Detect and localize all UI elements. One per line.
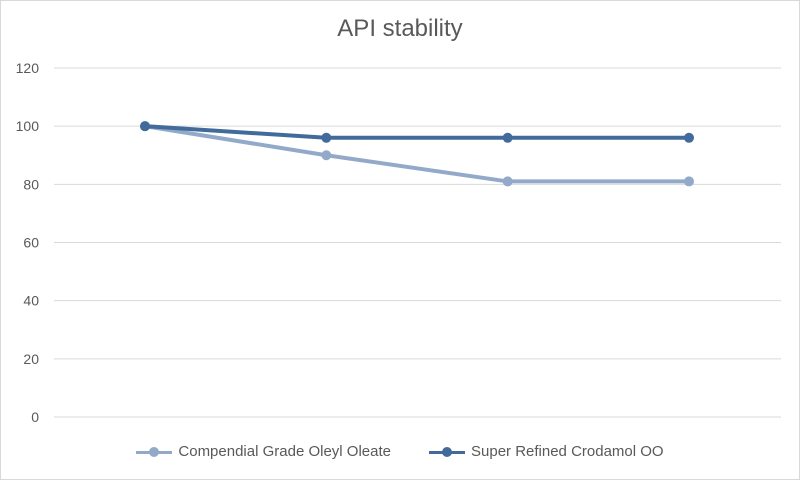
series-0-point-2 <box>502 176 513 187</box>
y-tick-label-60: 60 <box>23 235 39 251</box>
legend-label-super-refined: Super Refined Crodamol OO <box>471 443 664 460</box>
chart-plot-area: 0 20 40 60 80 100 120 <box>16 60 781 425</box>
y-tick-label-40: 40 <box>23 293 39 309</box>
y-tick-label-20: 20 <box>23 351 39 367</box>
legend-label-compendial: Compendial Grade Oleyl Oleate <box>178 443 391 460</box>
series-line-1 <box>143 124 691 140</box>
series-1-point-0 <box>140 121 150 132</box>
series-0-point-1 <box>321 150 332 161</box>
series-line-0 <box>143 124 691 184</box>
series-0-point-3 <box>684 176 694 187</box>
legend-swatch-super-refined <box>429 446 465 458</box>
chart-title: API stability <box>337 15 463 42</box>
y-tick-label-120: 120 <box>16 60 40 76</box>
series-1-point-1 <box>321 132 332 143</box>
series-1-point-3 <box>684 132 694 143</box>
legend-entry-super-refined: Super Refined Crodamol OO <box>429 443 664 460</box>
legend-entry-compendial: Compendial Grade Oleyl Oleate <box>136 443 391 460</box>
y-tick-label-0: 0 <box>31 409 39 425</box>
legend-swatch-compendial <box>136 446 173 458</box>
y-tick-label-80: 80 <box>23 176 39 192</box>
y-tick-label-100: 100 <box>16 118 40 134</box>
chart-legend: Compendial Grade Oleyl Oleate Super Refi… <box>1 443 799 460</box>
series-1-point-2 <box>502 132 513 143</box>
